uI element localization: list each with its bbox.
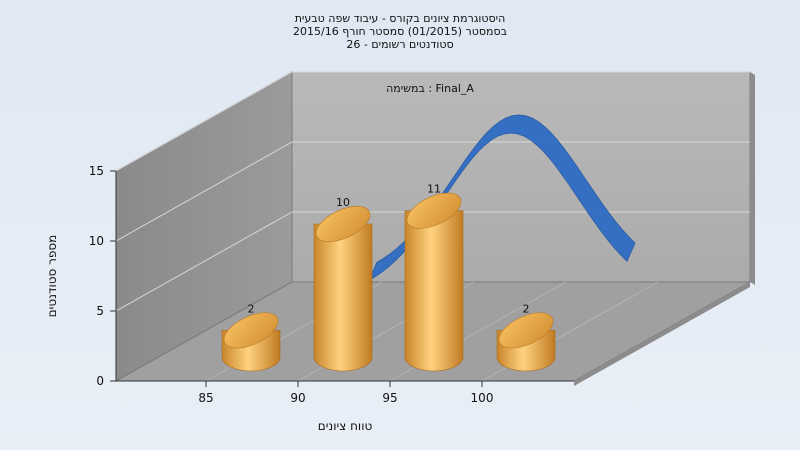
bar: 10	[313, 196, 373, 372]
y-ticks: 0 5 10 15	[89, 164, 116, 388]
x-tick-label: 90	[290, 391, 305, 405]
bar: 2	[496, 302, 556, 372]
x-tick-label: 85	[198, 391, 213, 405]
title-line-3: סטודנטים רשומים - 26	[346, 38, 453, 51]
bar-cap	[315, 206, 371, 242]
wall-shadow	[750, 72, 755, 285]
distribution-curve	[367, 114, 636, 282]
chart-title: היסטוגרמת ציונים בקורס - עיבוד שפה טבעית…	[293, 12, 507, 51]
bar-cap	[498, 312, 554, 349]
data-label: 11	[427, 183, 441, 196]
y-axis-title: מספר סטודנטים	[45, 235, 59, 318]
x-ticks: 85 90 95 100	[198, 381, 493, 405]
curve-ribbon	[367, 114, 636, 282]
bars: 2 10 11 2	[221, 183, 556, 372]
bar: 11	[404, 183, 464, 372]
gridline	[115, 141, 293, 242]
axes: 0 5 10 15 85 90 95 100	[89, 164, 574, 405]
x-tick-label: 100	[471, 391, 494, 405]
gridline	[115, 211, 293, 312]
bar-cap	[223, 312, 279, 349]
gridline	[115, 71, 293, 172]
assignment-annotation: במשימה : Final_A	[386, 82, 474, 95]
bar-body	[313, 223, 373, 372]
data-label: 10	[336, 196, 350, 209]
bar-body	[404, 210, 464, 372]
y-tick-label: 15	[89, 164, 104, 178]
data-label: 2	[523, 302, 530, 315]
bar-cap	[406, 192, 462, 229]
y-tick-label: 10	[89, 234, 104, 248]
title-line-2: בסמסטר (01/2015) סמסטר חורף 2015/16	[293, 25, 507, 38]
x-tick-label: 95	[382, 391, 397, 405]
y-tick-label: 0	[96, 374, 104, 388]
data-label: 2	[248, 302, 255, 315]
y-tick-label: 5	[96, 304, 104, 318]
bar: 2	[221, 302, 281, 372]
floor-edge	[574, 282, 750, 386]
x-axis-title: טווח ציונים	[318, 419, 373, 433]
title-line-1: היסטוגרמת ציונים בקורס - עיבוד שפה טבעית	[295, 12, 506, 25]
